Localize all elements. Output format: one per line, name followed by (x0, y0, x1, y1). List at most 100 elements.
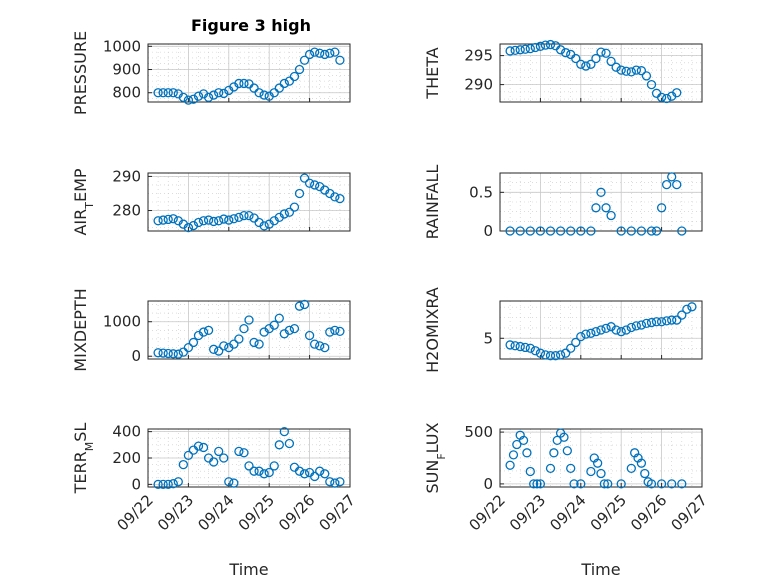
data-point (259, 90, 269, 100)
data-point (555, 226, 566, 236)
data-point (662, 93, 672, 104)
data-point (239, 78, 249, 89)
y-tick-label: 1000 (103, 37, 141, 55)
data-point (153, 348, 163, 358)
data-point (616, 65, 626, 75)
data-point (274, 313, 284, 323)
y-tick-label: 400 (112, 423, 141, 441)
data-point (596, 187, 606, 197)
x-axis-label: Time (228, 560, 268, 579)
data-point (545, 226, 556, 236)
y-tick-label: 800 (112, 84, 141, 102)
data-point (505, 226, 515, 236)
data-point (304, 330, 315, 341)
data-point (193, 441, 204, 451)
data-point (566, 226, 576, 236)
data-point (330, 192, 340, 202)
data-point (259, 221, 269, 231)
data-point (525, 466, 535, 477)
data-point (309, 180, 320, 190)
data-point (309, 47, 320, 57)
data-point (555, 350, 566, 360)
data-point (636, 226, 647, 236)
data-point (535, 226, 546, 236)
y-tick-label: 5 (483, 329, 493, 347)
data-point (646, 226, 657, 236)
y-axis-label: MIXDEPTH (71, 288, 90, 371)
y-axis-label: TERRMSL (71, 423, 96, 495)
data-point (626, 67, 636, 77)
data-point (168, 349, 178, 359)
data-point (626, 463, 636, 474)
y-tick-label: 900 (112, 61, 141, 79)
data-point (325, 477, 335, 487)
data-point (631, 321, 641, 331)
data-point (193, 91, 204, 101)
y-tick-label: 1000 (103, 313, 141, 331)
data-point (525, 343, 535, 353)
data-point (208, 90, 219, 100)
data-point (203, 92, 214, 103)
data-point (294, 301, 305, 311)
data-point (163, 348, 173, 359)
data-point (239, 210, 249, 221)
data-point (545, 463, 556, 474)
data-point (153, 479, 163, 490)
data-point (682, 304, 692, 314)
axes-box (499, 172, 703, 232)
data-point (621, 325, 631, 335)
data-point (576, 331, 586, 342)
data-point (234, 212, 244, 223)
data-point (603, 479, 613, 489)
subplot-pressure: 800 900 1000 PRESSURE (71, 31, 351, 115)
data-point (576, 59, 586, 69)
data-point (198, 327, 209, 337)
data-point (611, 325, 621, 335)
data-point (651, 317, 662, 327)
y-tick-label: 200 (112, 449, 141, 467)
data-point (559, 432, 569, 442)
data-point (601, 48, 611, 58)
data-point (224, 215, 234, 225)
y-tick-label: 295 (464, 47, 493, 65)
data-point (561, 48, 571, 58)
y-axis-label: SUNFLUX (423, 422, 448, 493)
subplot-rainfall: 0 0.5 RAINFALL (423, 165, 703, 240)
data-point (535, 348, 546, 358)
data-point (183, 95, 194, 105)
data-point (289, 323, 300, 334)
data-point (616, 226, 626, 236)
data-point (606, 56, 616, 67)
data-point (320, 469, 330, 479)
data-point (656, 317, 667, 327)
data-point (178, 92, 189, 103)
data-point (309, 339, 320, 349)
data-point (515, 226, 525, 236)
data-point (203, 325, 214, 335)
axes-box (499, 300, 703, 360)
y-axis-label: AIRTEMP (71, 168, 96, 235)
data-point (672, 88, 682, 98)
data-point (576, 226, 586, 236)
data-point (163, 88, 173, 98)
data-point (229, 214, 239, 224)
data-point (158, 479, 168, 490)
data-point (320, 49, 330, 60)
data-point (229, 339, 239, 349)
data-point (631, 65, 641, 75)
data-point (244, 461, 254, 471)
data-point (193, 217, 204, 228)
data-point (566, 343, 576, 353)
data-point (646, 317, 657, 328)
data-point (284, 438, 295, 449)
data-point (294, 466, 305, 476)
data-point (592, 458, 603, 468)
data-point (188, 94, 199, 104)
data-point (219, 341, 229, 351)
data-point (518, 435, 529, 446)
data-point (168, 479, 178, 489)
data-point (203, 215, 214, 225)
data-point (279, 209, 290, 219)
data-point (525, 43, 535, 54)
data-point (309, 471, 320, 482)
